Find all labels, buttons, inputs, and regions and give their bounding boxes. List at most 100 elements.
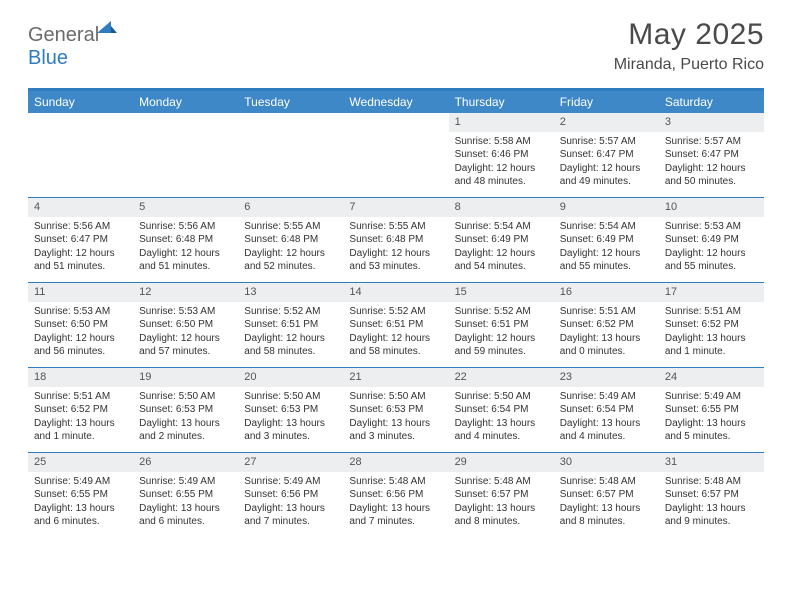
sunset-line: Sunset: 6:53 PM [349, 403, 442, 417]
day-number: 31 [659, 453, 764, 472]
day-details: Sunrise: 5:53 AMSunset: 6:50 PMDaylight:… [28, 302, 133, 363]
day-number: 14 [343, 283, 448, 302]
daylight-line: Daylight: 12 hours and 58 minutes. [244, 332, 337, 359]
daylight-line: Daylight: 13 hours and 7 minutes. [349, 502, 442, 529]
sunrise-line: Sunrise: 5:48 AM [665, 475, 758, 489]
dayhead-fri: Friday [554, 91, 659, 113]
day-cell: 1Sunrise: 5:58 AMSunset: 6:46 PMDaylight… [449, 113, 554, 197]
day-cell: 12Sunrise: 5:53 AMSunset: 6:50 PMDayligh… [133, 283, 238, 367]
sunset-line: Sunset: 6:55 PM [665, 403, 758, 417]
day-details: Sunrise: 5:54 AMSunset: 6:49 PMDaylight:… [554, 217, 659, 278]
day-details: Sunrise: 5:50 AMSunset: 6:53 PMDaylight:… [343, 387, 448, 448]
sunrise-line: Sunrise: 5:57 AM [560, 135, 653, 149]
day-number: 17 [659, 283, 764, 302]
day-details: Sunrise: 5:50 AMSunset: 6:54 PMDaylight:… [449, 387, 554, 448]
sunrise-line: Sunrise: 5:53 AM [139, 305, 232, 319]
day-cell: 20Sunrise: 5:50 AMSunset: 6:53 PMDayligh… [238, 368, 343, 452]
day-cell: 13Sunrise: 5:52 AMSunset: 6:51 PMDayligh… [238, 283, 343, 367]
day-header-row: Sunday Monday Tuesday Wednesday Thursday… [28, 91, 764, 113]
day-cell: 16Sunrise: 5:51 AMSunset: 6:52 PMDayligh… [554, 283, 659, 367]
sunrise-line: Sunrise: 5:56 AM [139, 220, 232, 234]
brand-part2: Blue [28, 47, 68, 69]
day-cell: 4Sunrise: 5:56 AMSunset: 6:47 PMDaylight… [28, 198, 133, 282]
day-details: Sunrise: 5:53 AMSunset: 6:49 PMDaylight:… [659, 217, 764, 278]
sunrise-line: Sunrise: 5:54 AM [560, 220, 653, 234]
day-details: Sunrise: 5:57 AMSunset: 6:47 PMDaylight:… [554, 132, 659, 193]
day-details: Sunrise: 5:54 AMSunset: 6:49 PMDaylight:… [449, 217, 554, 278]
day-cell: 30Sunrise: 5:48 AMSunset: 6:57 PMDayligh… [554, 453, 659, 537]
week-row: 11Sunrise: 5:53 AMSunset: 6:50 PMDayligh… [28, 282, 764, 367]
sunset-line: Sunset: 6:47 PM [34, 233, 127, 247]
day-details: Sunrise: 5:58 AMSunset: 6:46 PMDaylight:… [449, 132, 554, 193]
day-cell [238, 113, 343, 197]
sunset-line: Sunset: 6:49 PM [560, 233, 653, 247]
daylight-line: Daylight: 13 hours and 6 minutes. [139, 502, 232, 529]
day-cell: 18Sunrise: 5:51 AMSunset: 6:52 PMDayligh… [28, 368, 133, 452]
week-row: 25Sunrise: 5:49 AMSunset: 6:55 PMDayligh… [28, 452, 764, 537]
sunset-line: Sunset: 6:57 PM [560, 488, 653, 502]
day-details: Sunrise: 5:49 AMSunset: 6:55 PMDaylight:… [28, 472, 133, 533]
day-number: 5 [133, 198, 238, 217]
day-number: 18 [28, 368, 133, 387]
sunset-line: Sunset: 6:51 PM [455, 318, 548, 332]
day-cell: 22Sunrise: 5:50 AMSunset: 6:54 PMDayligh… [449, 368, 554, 452]
sunset-line: Sunset: 6:57 PM [455, 488, 548, 502]
sunrise-line: Sunrise: 5:58 AM [455, 135, 548, 149]
sunset-line: Sunset: 6:50 PM [34, 318, 127, 332]
day-cell: 19Sunrise: 5:50 AMSunset: 6:53 PMDayligh… [133, 368, 238, 452]
day-cell: 9Sunrise: 5:54 AMSunset: 6:49 PMDaylight… [554, 198, 659, 282]
brand-text: GeneralBlue [28, 24, 117, 70]
day-number: 4 [28, 198, 133, 217]
daylight-line: Daylight: 13 hours and 1 minute. [34, 417, 127, 444]
day-details: Sunrise: 5:48 AMSunset: 6:56 PMDaylight:… [343, 472, 448, 533]
sunset-line: Sunset: 6:56 PM [349, 488, 442, 502]
day-number: 16 [554, 283, 659, 302]
day-details: Sunrise: 5:50 AMSunset: 6:53 PMDaylight:… [238, 387, 343, 448]
day-cell: 25Sunrise: 5:49 AMSunset: 6:55 PMDayligh… [28, 453, 133, 537]
day-cell: 6Sunrise: 5:55 AMSunset: 6:48 PMDaylight… [238, 198, 343, 282]
day-cell: 28Sunrise: 5:48 AMSunset: 6:56 PMDayligh… [343, 453, 448, 537]
sunset-line: Sunset: 6:49 PM [665, 233, 758, 247]
sunrise-line: Sunrise: 5:52 AM [244, 305, 337, 319]
day-number: 15 [449, 283, 554, 302]
sunrise-line: Sunrise: 5:51 AM [665, 305, 758, 319]
daylight-line: Daylight: 13 hours and 6 minutes. [34, 502, 127, 529]
day-details: Sunrise: 5:56 AMSunset: 6:48 PMDaylight:… [133, 217, 238, 278]
day-cell: 10Sunrise: 5:53 AMSunset: 6:49 PMDayligh… [659, 198, 764, 282]
sunrise-line: Sunrise: 5:50 AM [349, 390, 442, 404]
daylight-line: Daylight: 12 hours and 50 minutes. [665, 162, 758, 189]
sunset-line: Sunset: 6:52 PM [34, 403, 127, 417]
day-number: 11 [28, 283, 133, 302]
sunset-line: Sunset: 6:53 PM [244, 403, 337, 417]
day-cell: 2Sunrise: 5:57 AMSunset: 6:47 PMDaylight… [554, 113, 659, 197]
dayhead-sun: Sunday [28, 91, 133, 113]
day-number: 25 [28, 453, 133, 472]
sunrise-line: Sunrise: 5:53 AM [665, 220, 758, 234]
sunrise-line: Sunrise: 5:55 AM [349, 220, 442, 234]
daylight-line: Daylight: 13 hours and 4 minutes. [560, 417, 653, 444]
day-details: Sunrise: 5:48 AMSunset: 6:57 PMDaylight:… [554, 472, 659, 533]
daylight-line: Daylight: 13 hours and 1 minute. [665, 332, 758, 359]
sunset-line: Sunset: 6:48 PM [244, 233, 337, 247]
sunset-line: Sunset: 6:57 PM [665, 488, 758, 502]
calendar: Sunday Monday Tuesday Wednesday Thursday… [28, 88, 764, 537]
day-cell: 23Sunrise: 5:49 AMSunset: 6:54 PMDayligh… [554, 368, 659, 452]
sunset-line: Sunset: 6:54 PM [560, 403, 653, 417]
daylight-line: Daylight: 12 hours and 58 minutes. [349, 332, 442, 359]
day-cell: 7Sunrise: 5:55 AMSunset: 6:48 PMDaylight… [343, 198, 448, 282]
day-details: Sunrise: 5:53 AMSunset: 6:50 PMDaylight:… [133, 302, 238, 363]
day-cell: 8Sunrise: 5:54 AMSunset: 6:49 PMDaylight… [449, 198, 554, 282]
daylight-line: Daylight: 13 hours and 5 minutes. [665, 417, 758, 444]
day-cell: 17Sunrise: 5:51 AMSunset: 6:52 PMDayligh… [659, 283, 764, 367]
sunset-line: Sunset: 6:55 PM [139, 488, 232, 502]
sunset-line: Sunset: 6:52 PM [560, 318, 653, 332]
day-number: 26 [133, 453, 238, 472]
day-details: Sunrise: 5:48 AMSunset: 6:57 PMDaylight:… [449, 472, 554, 533]
brand-part1: General [28, 24, 99, 46]
daylight-line: Daylight: 13 hours and 2 minutes. [139, 417, 232, 444]
day-cell: 24Sunrise: 5:49 AMSunset: 6:55 PMDayligh… [659, 368, 764, 452]
day-details: Sunrise: 5:51 AMSunset: 6:52 PMDaylight:… [659, 302, 764, 363]
day-details: Sunrise: 5:51 AMSunset: 6:52 PMDaylight:… [554, 302, 659, 363]
sunrise-line: Sunrise: 5:55 AM [244, 220, 337, 234]
sunrise-line: Sunrise: 5:49 AM [34, 475, 127, 489]
